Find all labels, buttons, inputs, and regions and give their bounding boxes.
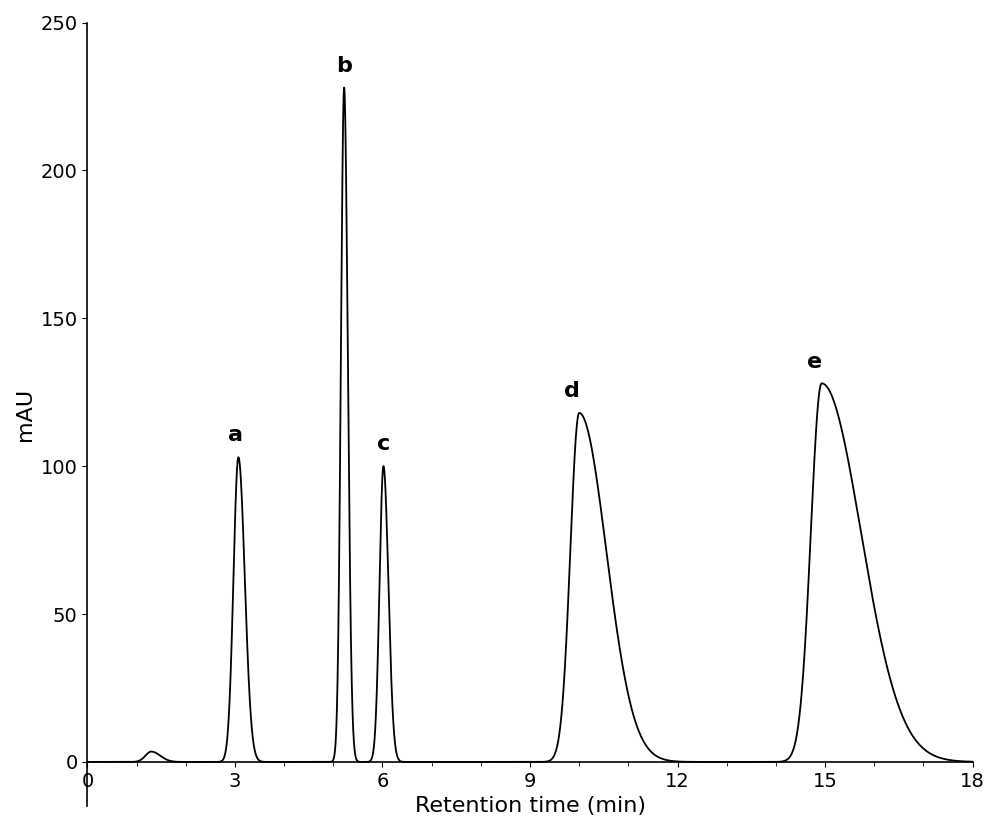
X-axis label: Retention time (min): Retention time (min) [415, 796, 646, 816]
Text: b: b [336, 55, 352, 76]
Text: e: e [807, 352, 822, 372]
Text: d: d [564, 381, 580, 401]
Y-axis label: mAU: mAU [15, 388, 35, 441]
Text: a: a [228, 425, 243, 446]
Text: c: c [377, 435, 390, 455]
